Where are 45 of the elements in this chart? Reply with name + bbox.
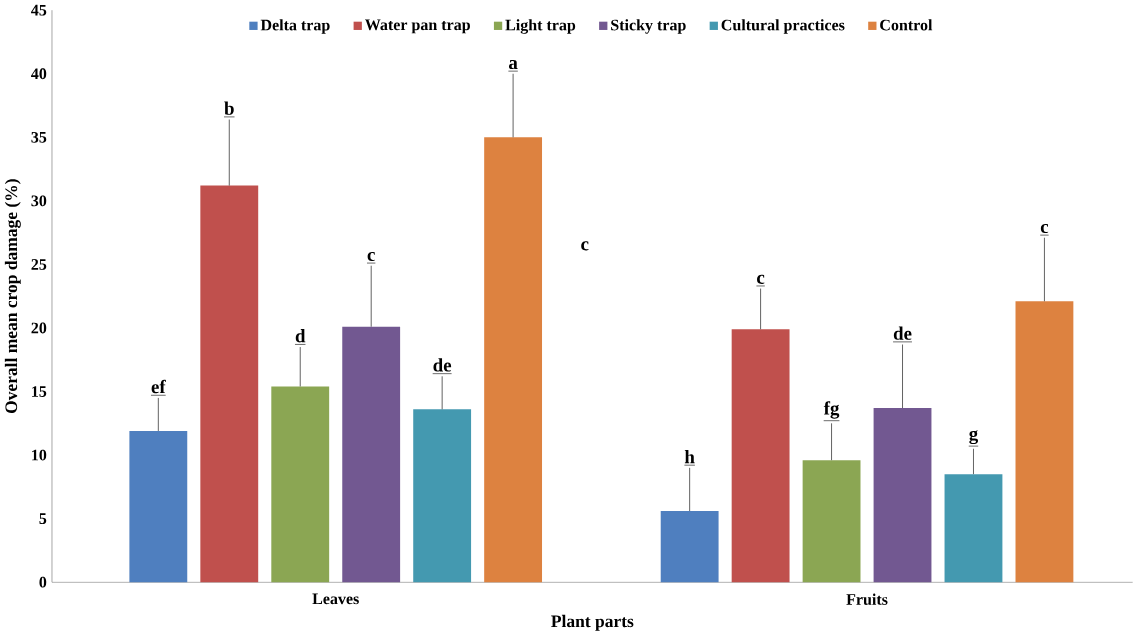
annotation: d [295,329,306,343]
y-tick-label: 25 [31,259,47,271]
annotation: ef [151,379,166,394]
bar [1015,301,1074,583]
y-tick-label: 40 [31,68,47,80]
y-tick-label: 10 [32,449,47,461]
bar [484,137,543,583]
y-tick-label: 0 [39,577,47,588]
annotation: g [969,430,979,445]
bar [731,329,790,583]
legend-label: Sticky trap [611,19,686,34]
annotation: c [367,252,375,262]
legend-label: Control [880,19,933,31]
y-tick-label: 20 [31,322,47,334]
legend-label: Light trap [505,19,576,35]
annotation: de [893,326,912,341]
annotation: c [757,275,765,285]
annotation: a [508,60,518,70]
bar [342,326,401,583]
annotation: c [1040,224,1049,234]
annotation: h [684,450,695,464]
x-axis-title: Plant parts [551,615,634,631]
y-tick-label: 45 [31,5,47,16]
annotation: fg [823,401,840,419]
x-tick-label: Fruits [846,593,888,606]
annotation: b [224,101,234,116]
legend-label: Water pan trap [365,19,470,34]
bar [129,431,188,583]
bar [802,460,861,583]
bar [200,185,259,583]
bar [271,386,330,583]
y-tick-label: 15 [32,386,47,398]
y-tick-label: 5 [39,513,47,525]
bar [873,408,932,583]
y-tick-label: 35 [31,132,47,143]
y-tick-label: 30 [31,195,47,207]
legend-label: Cultural practices [721,19,845,34]
annotation: c [581,241,589,251]
annotation: de [433,358,452,372]
legend-label: Delta trap [260,19,330,34]
bar [944,474,1003,583]
x-tick-label: Leaves [312,593,359,605]
bar [413,409,472,583]
y-axis-title: Overall mean crop damage (%) [4,179,21,414]
bar [660,511,719,583]
